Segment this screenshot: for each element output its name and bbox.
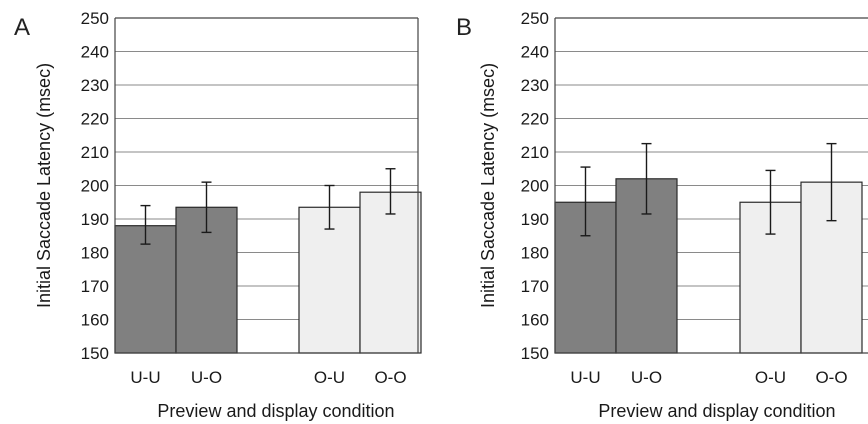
chart-panel-b: B 150 160 170 180 190 200 210 220 230 240 250 U-U U-…	[434, 0, 868, 424]
y-tick-label: 220	[81, 110, 109, 129]
bar-o-u	[298, 206, 361, 354]
y-tick-label: 200	[81, 177, 109, 196]
y-tick-label: 230	[81, 76, 109, 95]
y-tick-label: 250	[81, 9, 109, 28]
y-tick-label: 240	[521, 43, 549, 62]
y-axis-title: Initial Saccade Latency (msec)	[34, 63, 54, 308]
panel-label: B	[456, 14, 473, 41]
y-tick-label: 170	[81, 277, 109, 296]
panel-label: A	[14, 14, 31, 41]
x-tick-label: O-O	[815, 368, 847, 387]
y-tick-label: 200	[521, 177, 549, 196]
bar-u-u	[114, 225, 177, 354]
x-axis-title: Preview and display condition	[598, 401, 835, 421]
y-tick-label: 230	[521, 76, 549, 95]
y-tick-label: 250	[521, 9, 549, 28]
y-tick-label: 160	[81, 311, 109, 330]
y-tick-label: 150	[81, 344, 109, 363]
y-tick-label: 240	[81, 43, 109, 62]
x-tick-label: U-O	[191, 368, 222, 387]
y-tick-label: 210	[521, 143, 549, 162]
chart-b-svg: 150 160 170 180 190 200 210 220 230 240 250 U-U U-O O…	[478, 9, 868, 421]
y-tick-label: 150	[521, 344, 549, 363]
y-tick-label: 180	[81, 244, 109, 263]
y-tick-label: 220	[521, 110, 549, 129]
y-tick-label: 160	[521, 311, 549, 330]
x-tick-label: O-U	[314, 368, 345, 387]
bar-o-o	[359, 191, 422, 354]
x-tick-label: O-U	[755, 368, 786, 387]
chart-a-svg: 150 160 170 180 190 200 210 220 230 240 250 U-U U-O O…	[34, 9, 422, 421]
x-tick-label: U-U	[130, 368, 160, 387]
y-tick-label: 210	[81, 143, 109, 162]
x-tick-label: O-O	[374, 368, 406, 387]
x-tick-label: U-U	[570, 368, 600, 387]
y-tick-label: 190	[521, 210, 549, 229]
chart-panel-a: A 150 160 170 180 190 200 210 220 230 240 250 U-U U-…	[14, 9, 422, 421]
x-axis-title: Preview and display condition	[157, 401, 394, 421]
y-tick-label: 190	[81, 210, 109, 229]
y-axis-title: Initial Saccade Latency (msec)	[478, 63, 498, 308]
y-tick-label: 180	[521, 244, 549, 263]
y-tick-label: 170	[521, 277, 549, 296]
x-tick-label: U-O	[631, 368, 662, 387]
